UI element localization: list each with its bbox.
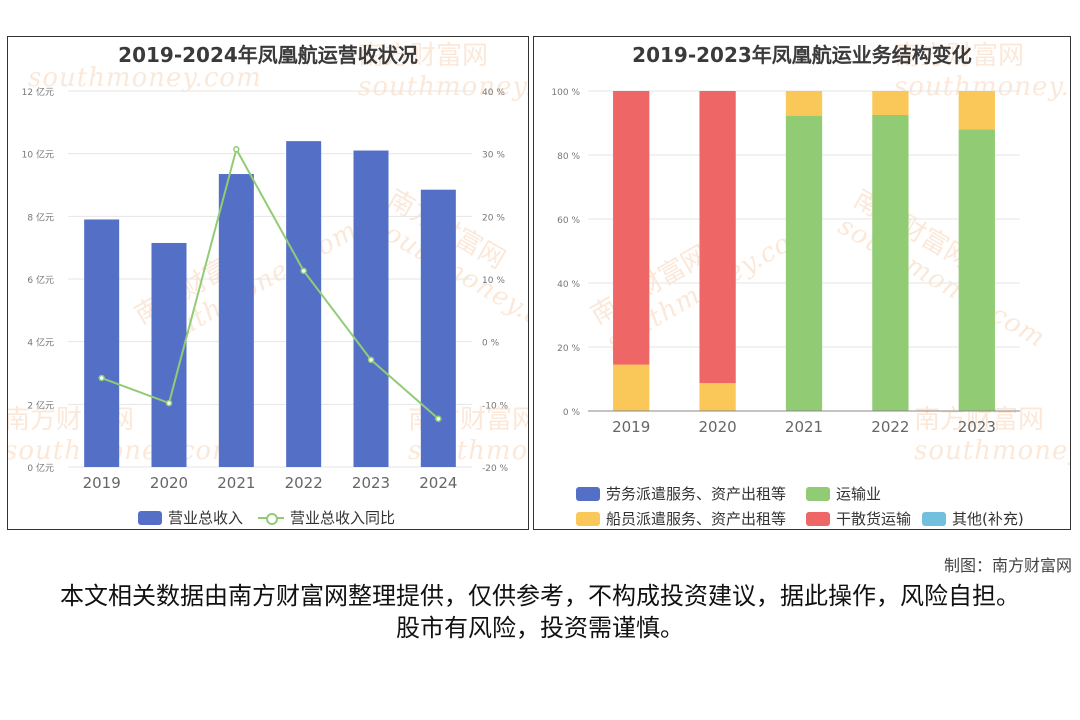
y-left-tick-label: 2 亿元 (27, 399, 54, 411)
y-left-tick-label: 8 亿元 (27, 211, 54, 223)
revenue-chart-panel: 2019-2024年凤凰航运营收状况 南方财富网 southmoney.com … (7, 36, 529, 530)
legend-label-revenue-yoy: 营业总收入同比 (290, 509, 396, 527)
bar-segment-2022-s2 (872, 91, 909, 115)
legend-label-revenue: 营业总收入 (168, 509, 244, 527)
y-left-tick-label: 4 亿元 (27, 337, 54, 349)
y-left-tick-label: 6 亿元 (27, 274, 54, 286)
x-tick-label: 2021 (217, 474, 255, 492)
bar-segment-2021-s1 (785, 115, 823, 411)
legend-item-revenue-yoy[interactable]: 营业总收入同比 (258, 507, 395, 528)
legend-swatch-labor-dispatch (576, 486, 600, 501)
bar-revenue-2022 (286, 141, 322, 467)
point-revenue-yoy-2019 (98, 374, 105, 382)
legend-item-crew-dispatch[interactable]: 船员派遣服务、资产出租等 (576, 508, 786, 529)
bar-segment-2019-s2 (613, 364, 650, 411)
disclaimer-text: 本文相关数据由南方财富网整理提供，仅供参考，不构成投资建议，据此操作，风险自担。… (60, 582, 1020, 642)
revenue-chart-title: 2019-2024年凤凰航运营收状况 (118, 43, 418, 67)
legend-item-revenue[interactable]: 营业总收入 (138, 507, 243, 528)
legend-label-labor-dispatch: 劳务派遣服务、资产出租等 (606, 485, 787, 503)
y-right-tick-label: 30 % (482, 151, 505, 161)
y-right-tick-label: 0 % (482, 339, 500, 349)
x-tick-label: 2019 (612, 418, 650, 436)
x-tick-label: 2024 (419, 474, 457, 492)
legend-label-dry-bulk: 干散货运输 (836, 510, 912, 528)
point-revenue-yoy-2024 (435, 415, 442, 422)
point-revenue-yoy-2023 (367, 356, 375, 364)
bar-revenue-2019 (84, 219, 120, 467)
x-tick-label: 2022 (285, 474, 323, 492)
point-revenue-yoy-2020 (165, 399, 173, 407)
legend-item-transport[interactable]: 运输业 (806, 483, 881, 504)
legend-label-other: 其他(补充) (952, 510, 1024, 528)
point-revenue-yoy-2021 (233, 146, 240, 153)
x-tick-label: 2019 (83, 474, 121, 492)
y-tick-label: 0 % (563, 408, 581, 418)
y-tick-label: 60 % (557, 216, 580, 226)
y-tick-label: 100 % (551, 88, 580, 98)
bar-segment-2023-s1 (958, 129, 995, 411)
legend-item-other[interactable]: 其他(补充) (922, 508, 1024, 529)
bar-revenue-2020 (151, 242, 187, 467)
business-structure-chart-plot: 0 % 20 % 40 % 60 % 80 % 100 % 2019 2020 2021 2022… (551, 88, 1020, 436)
legend-swatch-dry-bulk (806, 511, 830, 526)
x-tick-label: 2022 (871, 418, 909, 436)
x-tick-label: 2023 (958, 418, 996, 436)
legend-swatch-other (922, 511, 946, 526)
bar-revenue-2024 (420, 189, 456, 467)
bar-segment-2019-s3 (613, 91, 650, 365)
business-structure-chart-panel: 2019-2023年凤凰航运业务结构变化 南方财富网 southmoney.co… (533, 36, 1071, 530)
x-tick-label: 2023 (352, 474, 390, 492)
bar-segment-2021-s2 (785, 91, 823, 116)
y-right-tick-label: -10 % (482, 401, 509, 411)
legend-label-transport: 运输业 (836, 485, 882, 503)
business-structure-chart-legend: 劳务派遣服务、资产出租等 运输业 船员派遣服务、资产出租等 干散货运输 其他(补… (534, 481, 1070, 529)
y-tick-label: 20 % (557, 344, 580, 354)
bar-revenue-2021 (218, 174, 254, 468)
chart-credit: 制图：南方财富网 (943, 556, 1072, 575)
bar-segment-2023-s2 (958, 91, 995, 130)
y-tick-label: 40 % (557, 280, 580, 290)
legend-swatch-transport (806, 486, 830, 501)
legend-item-dry-bulk[interactable]: 干散货运输 (806, 508, 911, 529)
y-left-tick-label: 0 亿元 (27, 462, 54, 474)
y-left-tick-label: 12 亿元 (22, 86, 54, 98)
y-right-tick-label: 40 % (482, 88, 505, 98)
legend-label-crew-dispatch: 船员派遣服务、资产出租等 (606, 510, 787, 528)
y-right-tick-label: 10 % (482, 276, 505, 286)
legend-item-labor-dispatch[interactable]: 劳务派遣服务、资产出租等 (576, 483, 786, 504)
y-right-tick-label: 20 % (482, 213, 505, 223)
legend-line-icon (258, 511, 284, 525)
legend-swatch-revenue (138, 510, 162, 525)
bar-segment-2022-s1 (872, 115, 909, 411)
revenue-chart-legend: 营业总收入 营业总收入同比 (8, 505, 528, 528)
x-tick-label: 2020 (699, 418, 737, 436)
y-left-tick-label: 10 亿元 (22, 149, 54, 161)
y-right-tick-label: -20 % (482, 464, 509, 474)
x-tick-label: 2021 (785, 418, 823, 436)
legend-swatch-crew-dispatch (576, 511, 600, 526)
point-revenue-yoy-2022 (300, 267, 307, 275)
bar-segment-2020-s3 (699, 91, 736, 384)
line-revenue-yoy (101, 146, 439, 420)
bar-revenue-2023 (353, 150, 389, 467)
business-structure-chart-title: 2019-2023年凤凰航运业务结构变化 (632, 43, 972, 67)
bar-segment-2020-s2 (699, 383, 736, 411)
revenue-chart-plot: 0 亿元 2 亿元 4 亿元 6 亿元 8 亿元 10 亿元 12 亿元 -20 % -10 %… (22, 86, 509, 492)
x-tick-label: 2020 (150, 474, 188, 492)
y-tick-label: 80 % (557, 152, 580, 162)
